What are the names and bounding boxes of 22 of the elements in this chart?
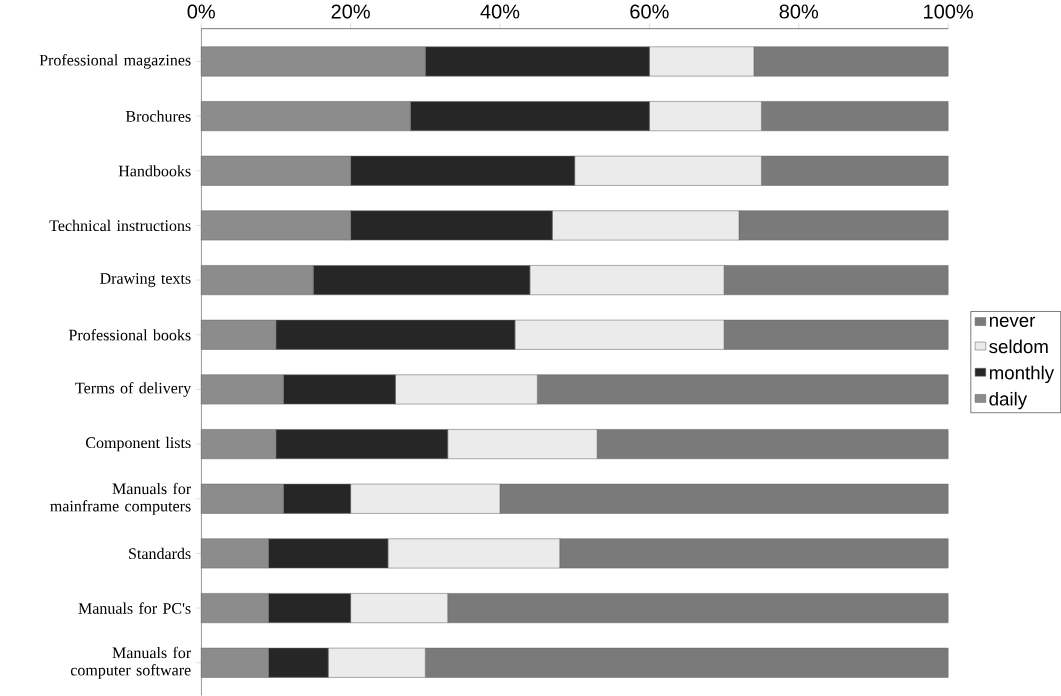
legend-label: seldom [989, 339, 1048, 354]
legend-label: daily [989, 391, 1028, 410]
y-tick-label: Manuals for mainframe computers [50, 482, 192, 515]
y-tick-label: Technical instructions [49, 219, 191, 232]
y-tick-label: Professional magazines [39, 54, 191, 69]
x-tick-label: 20% [331, 4, 370, 19]
y-tick-label: Handbooks [118, 165, 191, 177]
x-tick-label: 80% [779, 4, 819, 19]
x-tick-label: 60% [630, 4, 669, 19]
x-tick-label: 0% [187, 4, 215, 19]
y-tick-label: Drawing texts [100, 273, 191, 288]
y-tick-label: Brochures [125, 110, 191, 122]
x-tick-label: 100% [924, 4, 973, 19]
y-tick-label: Professional books [68, 329, 191, 341]
legend-label: never [989, 316, 1036, 328]
y-tick-label: Component lists [86, 436, 191, 452]
legend-label: monthly [989, 365, 1055, 384]
x-tick-label: 40% [480, 4, 520, 19]
y-tick-label: Manuals for computer software [70, 646, 192, 679]
y-tick-label: Terms of delivery [75, 382, 192, 397]
y-tick-label: Manuals for PC's [78, 602, 191, 614]
y-tick-label: Standards [129, 547, 191, 560]
